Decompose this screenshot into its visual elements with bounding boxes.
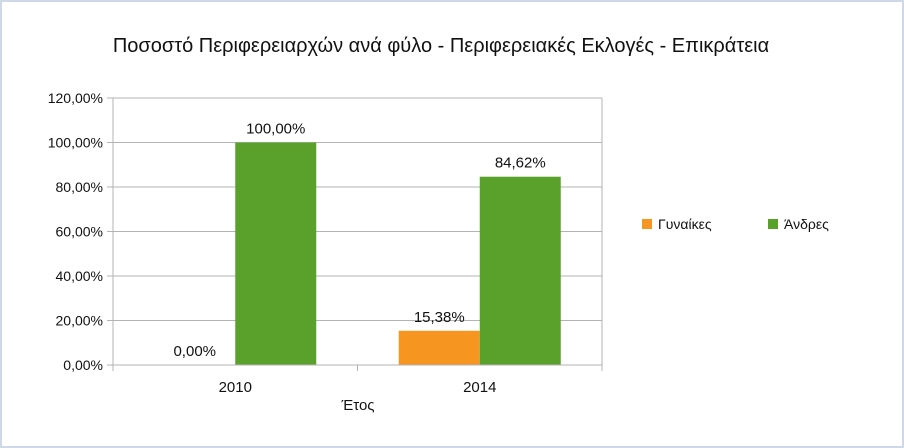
legend-label: Γυναίκες [658,216,712,232]
x-axis-title: Έτος [340,397,374,414]
labels-layer: 0,00% 100,00% 15,38% 84,62% [173,121,545,361]
legend-swatch [768,219,778,229]
frame-left-edge [0,0,2,448]
y-tick-label: 120,00% [48,90,103,106]
data-label: 15,38% [414,309,465,326]
legend: Γυναίκες Άνδρες [642,216,829,232]
bar [235,142,317,365]
bar [398,330,480,365]
legend-label: Άνδρες [784,216,829,232]
bar [479,176,561,365]
data-label: 100,00% [246,121,305,138]
y-tick-label: 60,00% [56,224,103,240]
bars-layer [235,142,561,365]
y-tick-label: 40,00% [56,268,103,284]
frame-top-edge [0,0,904,2]
data-label: 84,62% [495,155,546,172]
axis-layer: 0,00% 20,00% 40,00% 60,00% 80,00% 100,00% 120,… [48,90,603,396]
frame-bottom-edge [0,446,904,448]
x-tick-label: 2010 [219,379,252,396]
y-tick-label: 0,00% [63,357,103,373]
frame-right-edge [902,0,904,448]
y-tick-label: 100,00% [48,135,103,151]
y-tick-label: 20,00% [56,313,103,329]
x-tick-label: 2014 [463,379,496,396]
legend-swatch [642,219,652,229]
data-label: 0,00% [173,343,216,360]
y-tick-label: 80,00% [56,179,103,195]
chart-title: Ποσοστό Περιφερειαρχών ανά φύλο - Περιφε… [113,35,769,57]
